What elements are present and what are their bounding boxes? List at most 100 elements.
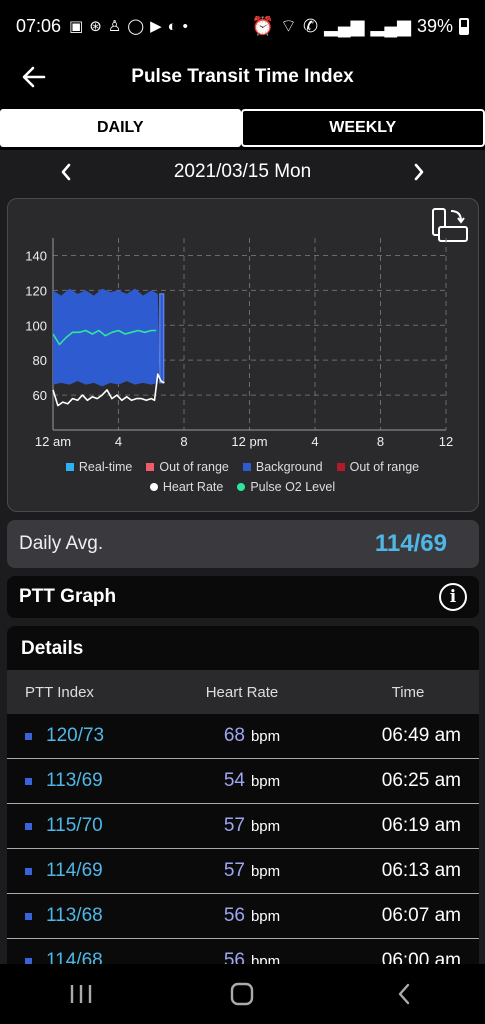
legend-item-out-of-range-dark: Out of range [336,460,419,474]
legend-label: Out of range [159,460,229,474]
system-nav-bar [0,964,485,1024]
time-value: 06:49 am [381,725,461,746]
heart-rate-unit: bpm [250,953,281,964]
rotate-screen-button[interactable] [429,205,469,245]
alarm-icon: ⏰ [251,15,275,36]
tab-weekly[interactable]: WEEKLY [240,109,485,147]
row-bullet-icon [25,732,32,740]
figure-icon: ♙ [107,18,122,35]
ptt-value: 113/68 [46,905,103,926]
previous-day-button[interactable] [46,150,86,194]
ptt-value: 114/68 [46,950,103,964]
row-bullet-icon [25,957,32,964]
table-row[interactable]: 114/68 56 bpm 06:00 am [7,939,479,964]
time-value: 06:13 am [381,860,461,881]
chevron-left-icon [398,983,410,1005]
page-title: Pulse Transit Time Index [131,66,354,87]
pulse-o2-level-line [52,329,157,346]
ptt-cell: 113/68 [7,905,167,927]
ring-icon: ◯ [127,18,145,35]
table-row[interactable]: 113/68 56 bpm 06:07 am [7,894,479,939]
details-title: Details [21,638,84,659]
x-tick-label: 12 [439,434,453,449]
home-button[interactable] [212,969,272,1019]
back-nav-button[interactable] [374,969,434,1019]
ptt-value: 113/69 [46,770,103,791]
heart-rate-cell: 57 bpm [167,860,317,882]
x-tick-label: 12 am [35,434,71,449]
x-tick-label: 12 pm [231,434,267,449]
y-tick-label: 120 [25,283,47,298]
legend-label: Background [255,460,323,474]
ptt-cell: 114/69 [7,860,167,882]
chevron-left-icon [61,163,71,181]
next-day-button[interactable] [399,150,439,194]
column-header-ptt: PTT Index [25,683,94,701]
row-bullet-icon [25,912,32,920]
dot-icon: • [182,17,188,35]
legend-swatch [149,483,158,491]
x-tick-label: 4 [115,434,122,449]
info-icon: i [449,587,457,607]
chevron-right-icon [414,163,424,181]
y-tick-label: 80 [33,353,47,368]
legend-label: Heart Rate [162,480,224,494]
heart-rate-unit: bpm [250,818,281,835]
table-row[interactable]: 114/69 57 bpm 06:13 am [7,849,479,894]
legend-swatch [336,463,345,471]
daily-average-value: 114/69 [374,530,447,557]
daily-average-label: Daily Avg. [19,533,104,554]
date-navigator: 2021/03/15 Mon [0,150,485,194]
battery-percent: 39% [416,15,453,36]
app-header: Pulse Transit Time Index [0,52,485,102]
heart-rate-value: 56 [223,905,245,926]
row-bullet-icon [25,822,32,830]
heart-rate-value: 56 [223,950,245,964]
status-bar: 07:06 ▣ ⊛ ♙ ◯ ▶ ◐ • ⏰ ⌔ ✆ ▂▄▆ ▂▄▆ 39% [0,0,485,52]
ptt-graph-section: PTT Graph i [7,576,479,618]
legend-label: Real-time [78,460,133,474]
back-button[interactable] [18,62,50,92]
ptt-value: 115/70 [46,815,103,836]
time-value: 06:25 am [381,770,461,791]
heart-rate-unit: bpm [250,908,281,925]
y-tick-label: 140 [25,248,47,263]
heart-rate-cell: 56 bpm [167,905,317,927]
battery-icon [459,17,469,35]
halfcircle-icon: ◐ [167,17,177,35]
x-tick-label: 8 [377,434,384,449]
column-header-time: Time [391,683,425,701]
heart-rate-unit: bpm [250,863,281,880]
x-tick-label: 8 [180,434,187,449]
info-button[interactable]: i [439,583,467,611]
realtime-bar [159,293,165,384]
table-row[interactable]: 115/70 57 bpm 06:19 am [7,804,479,849]
heart-rate-cell: 57 bpm [167,815,317,837]
home-icon [231,982,254,1006]
details-rows: 120/73 68 bpm 06:49 am 113/69 54 bpm 06:25 am 11… [7,714,479,964]
table-row[interactable]: 120/73 68 bpm 06:49 am [7,714,479,759]
legend-swatch [146,463,155,471]
row-bullet-icon [25,777,32,785]
gear-icon: ⊛ [89,18,102,35]
heart-rate-value: 68 [223,725,245,746]
recent-apps-button[interactable] [51,969,111,1019]
recents-icon [70,985,92,1003]
period-tabs: DAILY WEEKLY [0,109,485,147]
heart-rate-unit: bpm [250,773,281,790]
tab-daily[interactable]: DAILY [0,109,241,147]
chart-legend-row1: Real-time Out of range Background Out of… [0,460,485,474]
signal2-icon: ▂▄▆ [370,15,411,36]
legend-swatch [242,463,251,471]
table-row[interactable]: 113/69 54 bpm 06:25 am [7,759,479,804]
ptt-value: 114/69 [46,860,103,881]
row-bullet-icon [25,867,32,875]
ptt-cell: 120/73 [7,725,167,747]
details-section: Details PTT Index Heart Rate Time 120/73… [7,626,479,964]
daily-average-bar: Daily Avg. 114/69 [7,520,479,568]
legend-swatch [237,483,246,491]
time-value: 06:00 am [381,950,461,964]
legend-label: Pulse O2 Level [250,480,336,494]
signal1-icon: ▂▄▆ [324,15,365,36]
legend-item-out-of-range: Out of range [146,460,229,474]
